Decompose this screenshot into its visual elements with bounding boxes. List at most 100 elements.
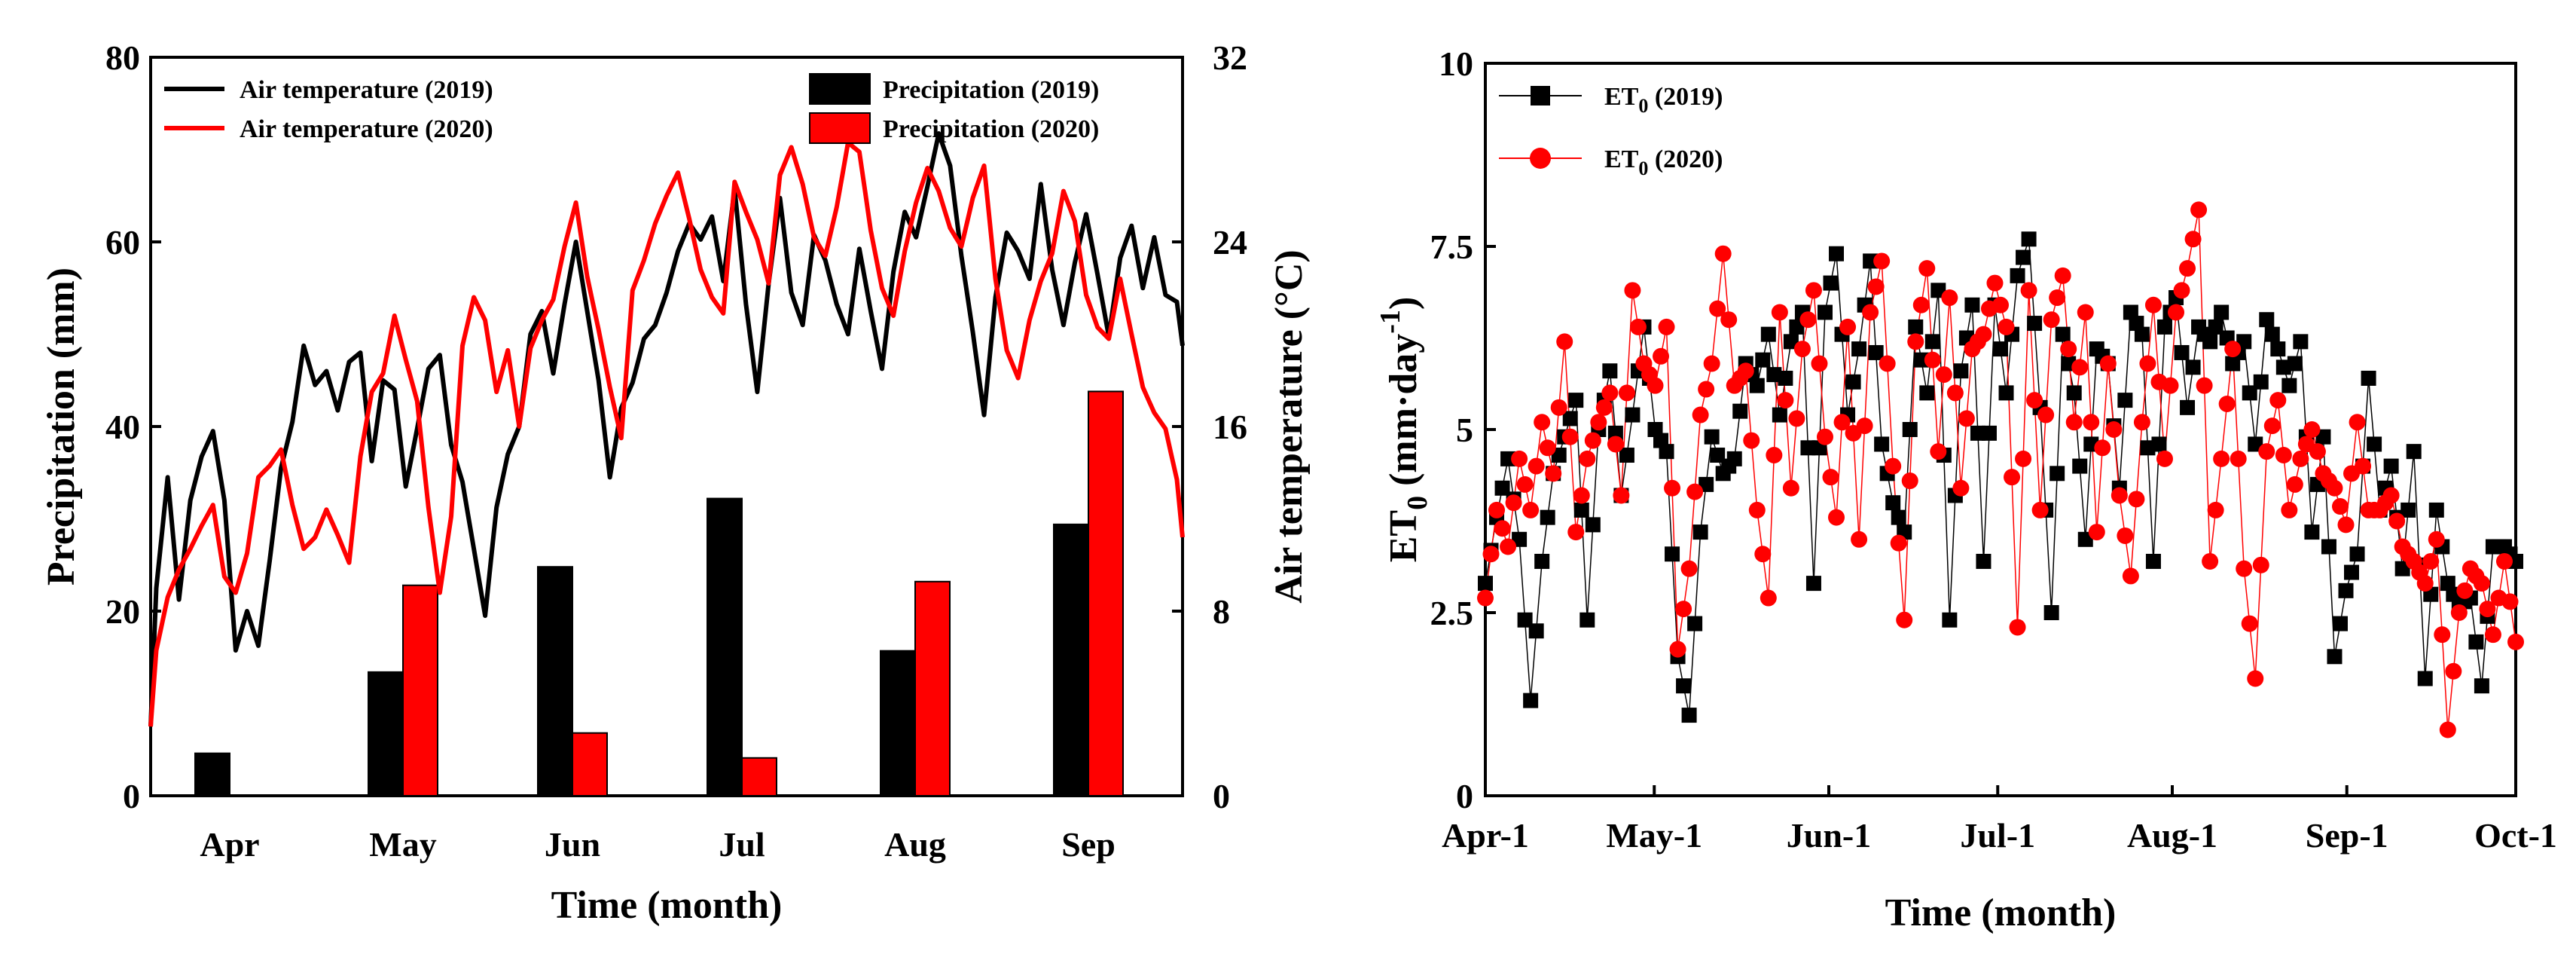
point-et0-2020: [1952, 479, 1970, 497]
point-et0-2020: [2060, 341, 2077, 358]
point-et0-2020: [2049, 289, 2066, 307]
point-et0-2020: [2009, 619, 2026, 636]
point-et0-2020: [1534, 414, 1551, 431]
point-et0-2019: [1540, 509, 1555, 525]
point-et0-2019: [1681, 708, 1697, 723]
point-et0-2020: [1539, 439, 1556, 457]
right-y-axis-title: ET0 (mm·day-1): [1375, 297, 1433, 563]
legend-swatch-precip-2019: [809, 73, 871, 105]
legend-label-precip-2019: Precipitation (2019): [883, 76, 1099, 104]
point-et0-2019: [2401, 502, 2416, 518]
left-y2-ticks: 0 8 16 24 32: [1172, 38, 1247, 815]
left-y-tick-label: 80: [105, 38, 140, 77]
point-et0-2020: [1833, 414, 1851, 431]
point-et0-2020: [1782, 479, 1799, 497]
point-et0-2019: [2174, 344, 2190, 360]
point-et0-2019: [1851, 341, 1867, 357]
point-et0-2020: [2122, 567, 2139, 585]
point-et0-2020: [1885, 457, 1902, 475]
point-et0-2020: [2077, 304, 2094, 321]
point-et0-2020: [2218, 395, 2236, 412]
point-et0-2020: [1511, 450, 1528, 467]
bar-precipitation-2020--aug: [914, 580, 951, 797]
point-et0-2019: [2281, 378, 2297, 393]
point-et0-2020: [2422, 552, 2440, 570]
point-et0-2020: [2224, 341, 2242, 358]
line-temperature-2020: [148, 140, 1185, 727]
bar-precipitation-2019--jun: [537, 566, 573, 797]
point-et0-2020: [2450, 604, 2468, 621]
point-et0-2020: [1590, 414, 1607, 431]
point-et0-2020: [1873, 252, 1891, 270]
legend-label-precip-2020: Precipitation (2020): [883, 115, 1099, 143]
left-legend: Air temperature (2019) Air temperature (…: [164, 73, 1099, 144]
point-et0-2019: [2055, 326, 2071, 342]
point-et0-2019: [2010, 268, 2025, 283]
point-et0-2020: [1788, 410, 1805, 427]
point-et0-2020: [1658, 318, 1675, 335]
point-et0-2020: [2263, 417, 2281, 435]
point-et0-2019: [1562, 411, 1578, 427]
point-et0-2020: [1561, 428, 1579, 445]
legend-et0-2019-sub: 0: [1638, 95, 1648, 117]
point-et0-2019: [1500, 451, 1516, 466]
legend-et0-2019-base: ET: [1604, 83, 1639, 111]
point-et0-2020: [2083, 414, 2100, 431]
point-et0-2020: [1828, 509, 1845, 526]
point-et0-2020: [2230, 450, 2247, 467]
right-y-tick-label: 2.5: [1430, 594, 1474, 632]
point-et0-2020: [2258, 443, 2275, 460]
left-y-ticks: 0 20 40 60 80: [105, 38, 161, 815]
point-et0-2020: [1584, 432, 1601, 449]
point-et0-2020: [1692, 406, 1709, 423]
point-et0-2020: [1567, 524, 1585, 541]
point-et0-2020: [1505, 494, 1522, 512]
point-et0-2019: [2338, 582, 2354, 598]
point-et0-2019: [1829, 246, 1845, 261]
point-et0-2019: [1704, 429, 1720, 445]
point-et0-2020: [2088, 524, 2105, 541]
bar-precipitation-2019--jul: [707, 497, 743, 797]
point-et0-2019: [2315, 429, 2331, 445]
point-et0-2019: [1805, 576, 1821, 592]
point-et0-2020: [1647, 377, 1664, 394]
point-et0-2020: [1958, 410, 1975, 427]
point-et0-2019: [2140, 440, 2156, 456]
point-et0-2019: [1845, 374, 1861, 390]
point-et0-2020: [1516, 475, 1534, 493]
right-x-tick-label: Jul-1: [1960, 816, 2035, 855]
point-et0-2020: [1500, 538, 1517, 555]
point-et0-2020: [2241, 615, 2258, 632]
point-et0-2020: [1851, 531, 1868, 548]
point-et0-2020: [1703, 355, 1720, 372]
point-et0-2020: [1811, 355, 1828, 372]
point-et0-2020: [2495, 552, 2513, 570]
point-et0-2020: [2184, 231, 2202, 248]
point-et0-2019: [1817, 304, 1833, 320]
point-et0-2020: [2179, 260, 2196, 277]
point-et0-2019: [2117, 393, 2133, 408]
point-et0-2020: [2054, 267, 2071, 284]
point-et0-2020: [1896, 611, 1913, 628]
legend-et0-2019-rest: (2019): [1648, 83, 1723, 111]
point-et0-2020: [1624, 282, 1641, 299]
point-et0-2020: [1545, 465, 1562, 482]
point-et0-2019: [1964, 297, 1980, 313]
point-et0-2020: [1766, 447, 1783, 464]
point-et0-2020: [1579, 450, 1596, 467]
bar-precipitation-2019--apr: [194, 752, 230, 797]
left-y2-tick-label: 8: [1213, 592, 1230, 631]
point-et0-2020: [1946, 384, 1964, 402]
point-et0-2019: [1924, 334, 1940, 350]
point-et0-2019: [1891, 509, 1906, 525]
point-et0-2020: [2439, 721, 2456, 738]
point-et0-2020: [1556, 333, 1573, 350]
point-et0-2020: [1924, 351, 1941, 368]
point-et0-2020: [1912, 296, 1930, 313]
point-et0-2020: [1839, 318, 1857, 335]
point-et0-2020: [1941, 289, 1958, 307]
point-et0-2019: [2327, 649, 2343, 665]
legend-label-temp-2019: Air temperature (2019): [240, 76, 493, 104]
point-et0-2020: [1607, 436, 1624, 453]
left-x-tick-label: Apr: [200, 825, 259, 864]
